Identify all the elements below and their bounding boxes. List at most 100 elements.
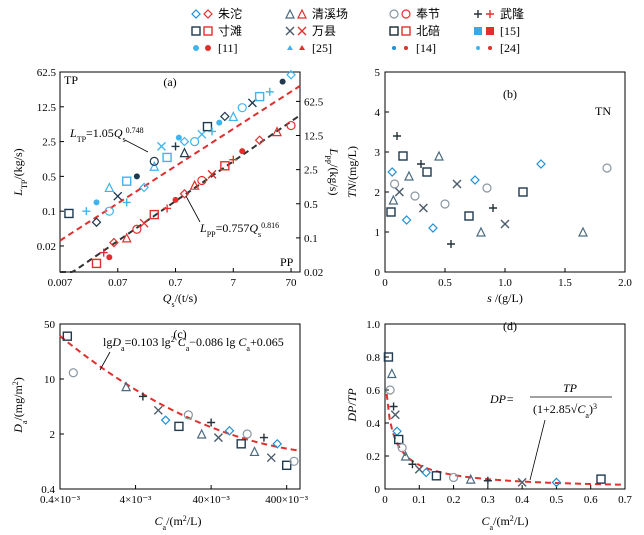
legend-label: [25] (312, 41, 332, 55)
y-tick-label: 1 (375, 227, 381, 239)
y2-tick-label: 2.5 (304, 165, 318, 177)
da-point (242, 429, 252, 439)
panel-d: 0 0.1 0.2 0.3 0.4 0.5 0.6 0.7 0 0.2 0.4 0.6 0.8 1.0 (… (345, 319, 632, 532)
tp-point (171, 142, 180, 151)
legend-marker-red (203, 26, 213, 36)
legend-item: 朱沱 (191, 6, 242, 21)
da-point (207, 418, 216, 427)
dp-point (408, 460, 417, 469)
legend-marker (474, 10, 482, 18)
tp-point (202, 121, 213, 132)
x-tick-label: 2.0 (618, 277, 632, 289)
x-tick-label: 0.2 (447, 494, 461, 506)
y-tick-label: 1.0 (366, 319, 380, 331)
y-tick-label: 0.8 (366, 352, 380, 364)
y-tick-label: 12.5 (37, 102, 57, 114)
pp-point (109, 237, 119, 248)
da-point (196, 428, 207, 439)
panel-b-label: (b) (503, 87, 517, 101)
legend-marker (476, 46, 480, 50)
tn-point (401, 215, 412, 225)
x-tick-label: 0.7 (618, 494, 632, 506)
y-tick-label: 0 (375, 267, 381, 279)
x-tick-label: 4×10⁻³ (120, 494, 153, 506)
legend-marker-red (488, 46, 492, 50)
pp-point (239, 148, 246, 155)
x-tick-label: 0.5 (438, 277, 452, 289)
legend-label: [24] (500, 41, 520, 55)
legend-marker-red (299, 45, 305, 50)
pp-point (121, 232, 132, 243)
y-tick-label: 0.2 (366, 451, 380, 463)
tn-point (482, 183, 492, 193)
tn-point (390, 179, 400, 189)
panel-c-equation: lgDa=0.103 lg2 Ca−0.086 lg Ca+0.065 (103, 335, 284, 353)
tp-point (219, 111, 230, 122)
dp-point (400, 450, 411, 461)
x-tick-label: 70 (286, 277, 298, 289)
legend-label: 清溪场 (312, 7, 348, 21)
legend-item: 清溪场 (285, 7, 348, 21)
legend-label: 奉节 (416, 7, 440, 21)
legend-item: 奉节 (389, 7, 440, 21)
legend-label: 武隆 (500, 6, 524, 21)
y-tick-label: 0.1 (42, 206, 56, 218)
dp-point (397, 443, 407, 453)
pp-point (286, 120, 296, 131)
panel-c-xlabel: Ca/(m2/L) (155, 514, 202, 532)
x-tick-label: 1.5 (558, 277, 572, 289)
legend-label: 朱沱 (218, 6, 242, 21)
da-point (68, 368, 78, 378)
tn-point (418, 203, 428, 213)
legend-marker (191, 9, 201, 19)
legend-item: [24] (476, 41, 520, 55)
da-point (138, 392, 147, 401)
legend-marker (285, 8, 295, 19)
panel-a-ylabel-right: LPP/(kg/s) (324, 148, 342, 196)
x-tick-label: 7 (231, 277, 237, 289)
dp-point (448, 472, 459, 483)
legend-marker-red (205, 45, 211, 51)
x-tick-label: 0.007 (48, 277, 73, 289)
legend-marker (191, 26, 201, 36)
dp-point (596, 474, 606, 484)
legend-marker-red (486, 10, 494, 18)
legend-item: [11] (193, 41, 238, 55)
tp-point (254, 91, 265, 102)
tn-point (440, 199, 450, 209)
y-tick-label: 50 (44, 319, 56, 331)
dp-point (465, 473, 476, 484)
x-tick-label: 40×10⁻³ (192, 494, 230, 506)
tn-point (394, 187, 404, 197)
y-tick-label: 10 (44, 374, 56, 386)
pp-point (139, 218, 149, 228)
y-tick-label: 3 (375, 147, 381, 159)
y-tick-label: 0.4 (366, 418, 380, 430)
da-point (281, 460, 292, 471)
tp-point (104, 206, 114, 216)
panel-a-ylabel-left: LTP/(kg/s) (11, 148, 29, 196)
tn-point (404, 170, 414, 181)
svg-text:TP: TP (563, 381, 578, 395)
tp-point (133, 173, 140, 180)
svg-text:DP=: DP= (489, 392, 514, 406)
panel-c-label: (c) (173, 327, 186, 341)
legend-marker (392, 46, 396, 50)
pp-point (172, 196, 179, 203)
x-tick-label: 0.1 (412, 494, 426, 506)
y-tick-label: 0.5 (42, 171, 56, 183)
tp-point (265, 87, 274, 96)
legend-item: 北碚 (389, 23, 440, 38)
dp-point (389, 402, 398, 411)
legend-label: 万县 (312, 24, 336, 38)
y2-tick-label: 0.5 (304, 199, 318, 211)
tp-point (279, 78, 286, 85)
y-tick-label: 4 (375, 107, 381, 119)
panel-b-tn-corner: TN (595, 104, 611, 118)
tn-point (452, 179, 462, 189)
x-tick-label: 0.5 (550, 494, 564, 506)
legend-marker (287, 45, 293, 50)
y-tick-label: 2.5 (42, 137, 56, 149)
x-tick-label: 0.4×10⁻³ (40, 494, 81, 506)
da-point (174, 421, 184, 432)
